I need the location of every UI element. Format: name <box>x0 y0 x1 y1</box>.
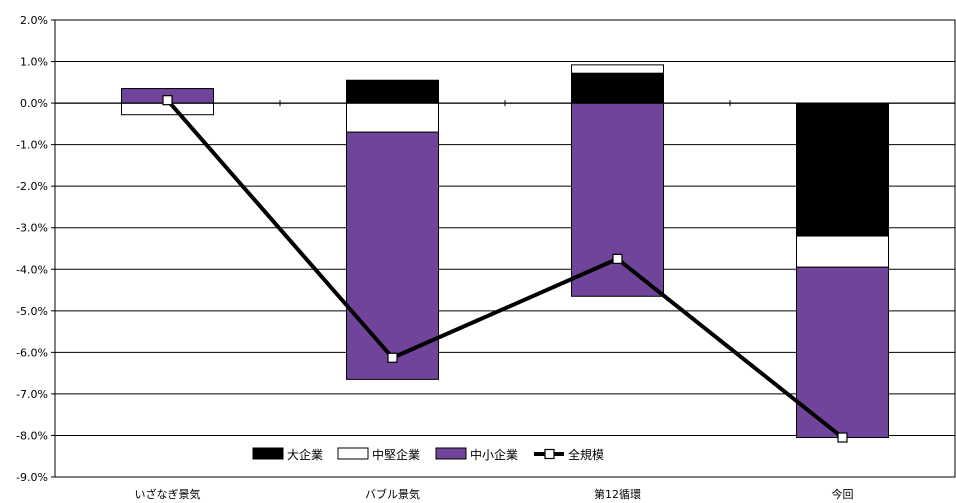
bar-segment <box>796 235 889 268</box>
legend-label: 大企業 <box>287 447 323 462</box>
y-tick-label: 0.0% <box>20 97 48 110</box>
x-tick-label: 今回 <box>832 487 854 501</box>
x-tick-label: バブル景気 <box>365 487 420 501</box>
legend-marker <box>544 448 555 460</box>
y-tick-label: -4.0% <box>16 263 48 276</box>
legend-swatch <box>252 447 284 460</box>
bar-segment <box>346 102 439 133</box>
legend-swatch <box>337 447 369 460</box>
legend: 大企業 中堅企業 中小企業 全規模 <box>252 447 604 462</box>
y-tick-label: -9.0% <box>16 471 48 484</box>
bar-segment <box>796 266 889 439</box>
legend-item: 中堅企業 <box>337 447 420 462</box>
x-tick-label: 第12循環 <box>594 487 641 501</box>
y-tick-label: 2.0% <box>20 14 48 27</box>
legend-item: 大企業 <box>252 447 323 462</box>
total-point <box>162 95 173 106</box>
bars <box>121 64 889 439</box>
total-line <box>162 95 848 443</box>
plot-area-border <box>54 19 956 478</box>
total-point <box>612 253 623 264</box>
bar-segment <box>571 102 664 297</box>
total-point <box>387 352 398 363</box>
legend-label: 全規模 <box>568 447 604 462</box>
y-tick-labels: 2.0% 1.0% 0.0% -1.0% -2.0% -3.0% -4.0% -5.0% -6.… <box>16 14 48 484</box>
bar-segment <box>571 64 664 74</box>
axes <box>55 100 955 107</box>
legend-item: 全規模 <box>534 447 604 462</box>
bar-segment <box>796 102 889 237</box>
legend-item: 中小企業 <box>435 447 518 462</box>
y-tick-label: -2.0% <box>16 180 48 193</box>
bar-segment <box>346 79 439 104</box>
y-tick-label: -1.0% <box>16 139 48 152</box>
legend-label: 中小企業 <box>470 447 518 462</box>
legend-label: 中堅企業 <box>372 447 420 462</box>
y-tick-label: -6.0% <box>16 346 48 359</box>
x-tick-labels: いざなぎ景気 バブル景気 第12循環 今回 <box>135 487 854 501</box>
y-tick-label: -8.0% <box>16 429 48 442</box>
y-tick-label: -7.0% <box>16 388 48 401</box>
bar-segment <box>346 131 439 380</box>
bar-segment <box>571 72 664 104</box>
y-tick-label: -3.0% <box>16 222 48 235</box>
total-series-line <box>165 98 844 440</box>
legend-swatch <box>435 447 467 460</box>
x-tick-label: いざなぎ景気 <box>135 487 201 501</box>
y-tick-label: -5.0% <box>16 305 48 318</box>
total-point <box>837 432 848 443</box>
y-tick-label: 1.0% <box>20 56 48 69</box>
